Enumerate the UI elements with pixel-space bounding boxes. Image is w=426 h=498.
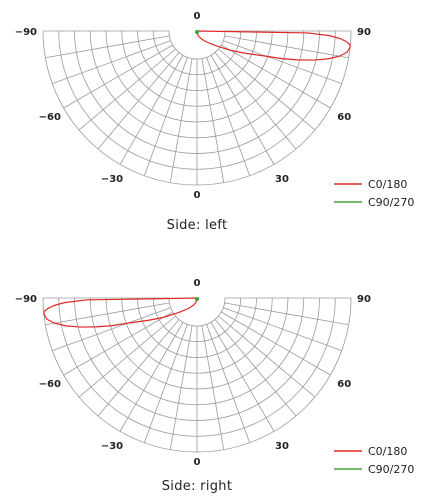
grid-spoke <box>206 324 251 443</box>
angle-tick-label: 60 <box>337 379 351 390</box>
grid-spoke <box>143 324 188 443</box>
grid-spoke <box>63 311 173 376</box>
grid-spoke <box>169 58 193 183</box>
grid-spoke <box>201 325 225 450</box>
grid-spoke <box>210 322 275 432</box>
grid-spoke <box>78 48 176 131</box>
grid-spoke <box>224 302 349 326</box>
angle-tick-label: −60 <box>39 112 61 123</box>
grid-spoke <box>224 35 349 59</box>
grid-spoke <box>206 57 251 176</box>
chart-title: Side: left <box>167 218 228 233</box>
grid-spoke <box>97 52 180 150</box>
legend-label: C0/180 <box>368 178 407 191</box>
angle-tick-label: −60 <box>39 379 61 390</box>
grid-spoke <box>45 302 170 326</box>
grid-spoke <box>169 325 193 450</box>
grid-spoke <box>218 315 316 398</box>
polar-chart-left: −90 −60 −30 0 0 30 60 90 C0/180 C90/270 Side: left <box>15 11 415 233</box>
grid-spoke <box>223 307 342 352</box>
grid-spoke <box>119 55 184 165</box>
angle-tick-label: 0 <box>194 190 201 201</box>
angle-tick-label: 60 <box>337 112 351 123</box>
grid-spoke <box>221 311 331 376</box>
angle-tick-label: −90 <box>15 27 37 38</box>
angle-tick-label: 0 <box>194 457 201 468</box>
series-c90-270-marker <box>195 30 199 34</box>
legend-label: C90/270 <box>368 463 414 476</box>
grid-spoke <box>218 48 316 131</box>
grid-spoke <box>214 52 297 150</box>
grid-spoke <box>201 58 225 183</box>
angle-tick-label: −90 <box>15 294 37 305</box>
grid-spoke <box>45 35 170 59</box>
grid-spoke <box>143 57 188 176</box>
grid-spoke <box>52 307 171 352</box>
series-c90-270-marker <box>195 297 199 301</box>
grid-spoke <box>119 322 184 432</box>
grid-spoke <box>97 319 180 417</box>
chart-title: Side: right <box>162 479 232 494</box>
angle-tick-label: 30 <box>275 441 289 452</box>
grid-spoke <box>223 40 342 85</box>
grid-spoke <box>214 319 297 417</box>
grid-spoke <box>52 40 171 85</box>
angle-tick-label: 90 <box>357 294 371 305</box>
grid-spoke <box>221 44 331 109</box>
series-c0-180 <box>43 297 198 328</box>
angle-tick-label: 0 <box>194 11 201 22</box>
grid-spoke <box>78 315 176 398</box>
series-c0-180 <box>196 30 351 61</box>
legend-label: C0/180 <box>368 445 407 458</box>
angle-tick-label: 0 <box>194 278 201 289</box>
angle-tick-label: −30 <box>101 174 123 185</box>
grid-spoke <box>210 55 275 165</box>
polar-chart-right: −90 −60 −30 0 0 30 60 90 C0/180 C90/270 Side: righ… <box>15 278 415 494</box>
legend-label: C90/270 <box>368 196 414 209</box>
angle-tick-label: 30 <box>275 174 289 185</box>
angle-tick-label: 90 <box>357 27 371 38</box>
grid-spoke <box>63 44 173 109</box>
angle-tick-label: −30 <box>101 441 123 452</box>
